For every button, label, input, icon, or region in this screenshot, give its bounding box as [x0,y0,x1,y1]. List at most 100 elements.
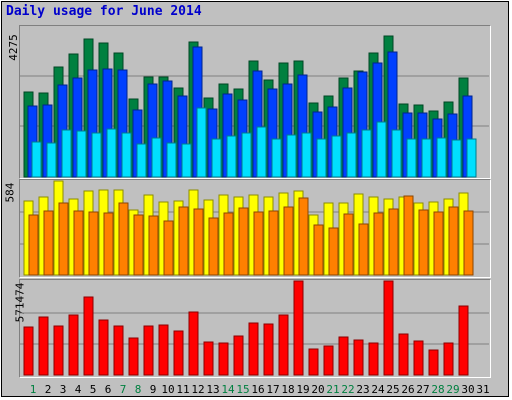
x-tick-label-day-31: 31 [476,383,489,396]
bar-kb-f-day-11 [173,330,184,376]
bar-sites-day-9 [148,215,159,276]
x-tick-label-day-10: 10 [161,383,174,396]
bar-sites-day-3 [58,202,69,276]
bar-pages-day-27 [421,138,432,178]
bar-sites-day-17 [268,210,279,276]
bar-pages-day-1 [31,141,42,178]
bar-sites-day-14 [223,212,234,276]
bar-sites-day-1 [28,214,39,276]
x-tick-label-day-30: 30 [461,383,474,396]
bar-pages-day-21 [331,135,342,178]
x-tick-label-day-5: 5 [90,383,97,396]
x-tick-label-day-16: 16 [251,383,264,396]
bar-pages-day-10 [166,142,177,178]
bar-kb-f-day-3 [53,325,64,376]
bar-sites-day-24 [373,212,384,276]
bar-sites-day-2 [43,210,54,276]
x-tick-label-day-8: 8 [135,383,142,396]
bar-pages-day-4 [76,130,87,178]
bar-pages-day-12 [196,107,207,178]
bar-sites-day-18 [283,206,294,276]
bar-pages-day-25 [391,129,402,178]
bar-kb-f-day-27 [413,340,424,376]
x-tick-label-day-3: 3 [60,383,67,396]
bar-kb-f-day-21 [323,345,334,376]
bar-kb-f-day-4 [68,314,79,376]
bar-pages-day-17 [271,138,282,178]
bar-pages-day-13 [211,138,222,178]
x-tick-label-day-21: 21 [326,383,339,396]
bar-pages-day-14 [226,135,237,178]
bar-sites-day-21 [328,227,339,276]
x-tick-label-day-9: 9 [150,383,157,396]
x-tick-label-day-13: 13 [206,383,219,396]
x-tick-label-day-7: 7 [120,383,127,396]
bar-kb-f-day-24 [368,342,379,376]
bar-pages-day-30 [466,138,477,178]
x-tick-label-day-6: 6 [105,383,112,396]
bar-sites-day-11 [178,206,189,276]
bar-sites-day-25 [388,208,399,276]
bar-pages-day-24 [376,121,387,178]
x-tick-label-day-24: 24 [371,383,385,396]
bar-kb-f-day-8 [128,337,139,376]
bar-pages-day-15 [241,132,252,178]
bar-sites-day-28 [433,211,444,276]
bar-kb-f-day-1 [23,326,34,376]
bar-pages-day-29 [451,139,462,178]
bar-pages-day-20 [316,138,327,178]
bar-pages-day-6 [106,128,117,178]
bar-sites-day-10 [163,220,174,276]
bar-kb-f-day-29 [443,342,454,376]
x-tick-label-day-2: 2 [45,383,52,396]
bar-pages-day-2 [46,142,57,178]
bar-kb-f-day-17 [263,323,274,376]
x-tick-label-day-14: 14 [221,383,235,396]
bar-sites-day-27 [418,209,429,276]
bar-kb-f-day-23 [353,339,364,376]
x-tick-label-day-18: 18 [281,383,294,396]
x-tick-label-day-23: 23 [356,383,369,396]
bar-kb-f-day-13 [203,341,214,376]
x-tick-label-day-12: 12 [191,383,204,396]
x-tick-label-day-1: 1 [30,383,37,396]
bar-sites-day-15 [238,207,249,276]
bar-sites-day-19 [298,197,309,276]
x-tick-label-day-17: 17 [266,383,279,396]
bar-pages-day-9 [151,137,162,178]
bar-sites-day-4 [73,210,84,276]
bar-pages-day-28 [436,137,447,178]
bar-sites-day-13 [208,217,219,276]
x-tick-label-day-19: 19 [296,383,309,396]
x-tick-label-day-26: 26 [401,383,414,396]
bar-kb-f-day-6 [98,319,109,376]
bar-pages-day-26 [406,138,417,178]
bar-sites-day-30 [463,210,474,276]
bar-kb-f-day-22 [338,336,349,376]
bar-pages-day-8 [136,143,147,178]
bar-pages-day-16 [256,126,267,178]
bar-sites-day-6 [103,212,114,276]
bar-sites-day-29 [448,206,459,276]
bar-sites-day-5 [88,211,99,276]
x-tick-label-day-20: 20 [311,383,324,396]
bar-pages-day-3 [61,129,72,178]
bar-pages-day-7 [121,132,132,178]
x-tick-label-day-25: 25 [386,383,399,396]
bar-kb-f-day-18 [278,314,289,376]
bar-kb-f-day-15 [233,335,244,376]
bar-sites-day-23 [358,223,369,276]
x-tick-label-day-22: 22 [341,383,354,396]
x-tick-label-day-4: 4 [75,383,82,396]
x-tick-label-day-27: 27 [416,383,429,396]
bar-kb-f-day-25 [383,280,394,376]
bar-kb-f-day-2 [38,316,49,376]
bar-pages-day-22 [346,132,357,178]
bar-kb-f-day-28 [428,349,439,376]
bar-pages-day-11 [181,143,192,178]
bar-kb-f-day-19 [293,280,304,376]
bar-kb-f-day-16 [248,322,259,376]
x-tick-label-day-15: 15 [236,383,249,396]
chart-title: Daily usage for June 2014 [6,4,202,19]
